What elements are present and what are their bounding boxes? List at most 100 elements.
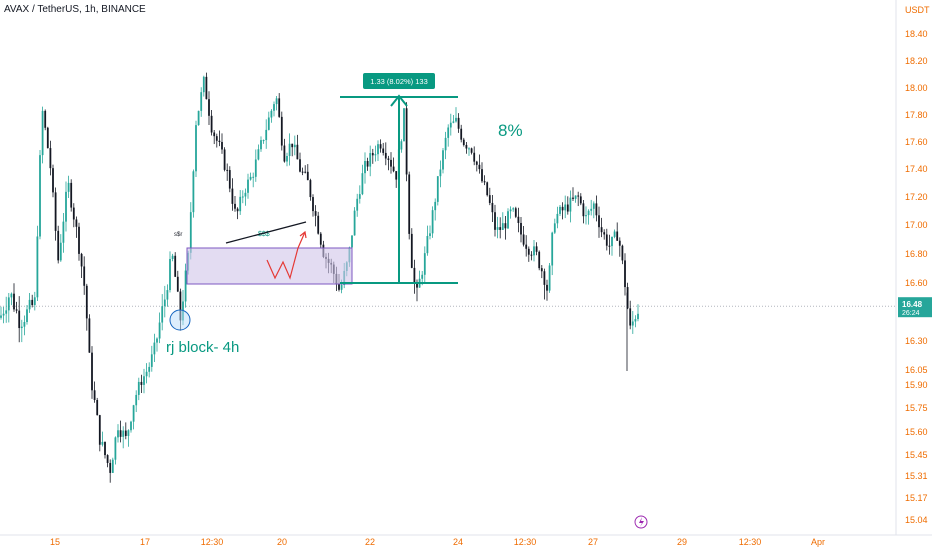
candle-body — [634, 319, 637, 322]
y-tick-label: 17.00 — [905, 220, 928, 230]
block-label: rj block- 4h — [166, 339, 239, 356]
y-tick-label: 15.60 — [905, 427, 928, 437]
candle-body — [174, 255, 177, 277]
candle-body — [374, 154, 377, 156]
candle-body — [548, 265, 551, 291]
percent-label: 8% — [498, 121, 523, 140]
x-tick-label: Apr — [811, 537, 825, 547]
candle-body — [582, 203, 585, 217]
candle-body — [629, 308, 632, 326]
y-tick-label: 18.20 — [905, 56, 928, 66]
candle-body — [598, 215, 600, 228]
candle-body — [41, 110, 44, 156]
candle-body — [475, 161, 478, 165]
candle-body — [309, 180, 312, 198]
x-tick-label: 12:30 — [514, 537, 537, 547]
candle-body — [143, 376, 145, 385]
candle-body — [429, 233, 431, 236]
candle-body — [514, 208, 517, 217]
candle-body — [104, 441, 106, 456]
candle-body — [379, 144, 382, 149]
candle-body — [481, 169, 483, 182]
candle-body — [353, 210, 356, 236]
candle-body — [117, 430, 119, 438]
candle-body — [465, 144, 468, 149]
liquidity-label: $$$ — [258, 231, 270, 238]
candle-body — [179, 291, 182, 321]
x-tick-label: 29 — [677, 537, 687, 547]
candle-body — [273, 104, 275, 111]
candle-body — [5, 310, 8, 314]
candle-body — [124, 430, 127, 436]
time-axis[interactable]: 15 17 12:30 20 22 24 12:30 27 29 12:30 Apr — [50, 537, 825, 547]
candle-body — [371, 153, 374, 156]
candle-body — [507, 211, 509, 229]
candle-body — [392, 166, 395, 172]
candle-body — [501, 223, 504, 230]
candle-body — [637, 313, 639, 320]
candle-body — [72, 207, 75, 220]
y-tick-label: 15.04 — [905, 515, 928, 525]
candle-body — [70, 182, 73, 208]
candle-body — [468, 148, 470, 150]
candle-body — [364, 161, 366, 174]
candle-body — [405, 108, 408, 175]
measure-label: 1.33 (8.02%) 133 — [370, 77, 428, 86]
candle-body — [520, 222, 522, 235]
candle-body — [249, 176, 252, 180]
candle-body — [171, 255, 174, 259]
y-tick-label: 17.20 — [905, 192, 928, 202]
candle-body — [10, 293, 13, 298]
candle-body — [163, 299, 166, 307]
candle-body — [442, 150, 444, 170]
grid — [0, 0, 932, 536]
candle-body — [457, 117, 460, 129]
candle-body — [208, 99, 210, 116]
candle-body — [78, 226, 80, 254]
price-axis[interactable]: USDT 18.40 18.20 18.00 17.80 17.60 17.40 17.20 1… — [898, 5, 932, 525]
candle-body — [387, 158, 390, 160]
candle-body — [247, 179, 249, 193]
candle-body — [603, 232, 606, 235]
candle-body — [262, 140, 265, 142]
candle-body — [260, 140, 262, 150]
candle-body — [499, 227, 502, 230]
y-tick-label: 17.40 — [905, 164, 928, 174]
x-tick-label: 12:30 — [201, 537, 224, 547]
candle-body — [127, 430, 130, 436]
candle-body — [215, 136, 218, 141]
candle-body — [192, 171, 195, 213]
candle-body — [382, 148, 385, 153]
candle-body — [556, 213, 559, 224]
candle-body — [306, 171, 309, 181]
candle-body — [522, 234, 525, 245]
candle-body — [408, 174, 411, 234]
candles — [0, 72, 639, 483]
candle-body — [540, 268, 543, 272]
candle-body — [195, 125, 197, 172]
candle-body — [33, 297, 36, 306]
candle-body — [265, 129, 268, 141]
candle-body — [140, 381, 143, 385]
candle-body — [67, 182, 70, 192]
candle-body — [148, 366, 151, 372]
candle-body — [26, 309, 28, 323]
candle-body — [577, 195, 580, 197]
candle-body — [75, 219, 78, 227]
candle-body — [486, 182, 489, 196]
candle-body — [608, 245, 611, 247]
candle-body — [286, 155, 288, 162]
candle-body — [236, 208, 239, 212]
candle-body — [496, 227, 499, 230]
candle-body — [52, 168, 54, 193]
candle-body — [473, 152, 476, 162]
candle-body — [470, 148, 473, 153]
candle-body — [0, 315, 2, 318]
candle-body — [59, 242, 62, 261]
candle-body — [18, 310, 21, 329]
candle-body — [595, 203, 598, 216]
candle-body — [426, 235, 429, 254]
candle-body — [65, 191, 67, 222]
candle-body — [605, 234, 608, 246]
